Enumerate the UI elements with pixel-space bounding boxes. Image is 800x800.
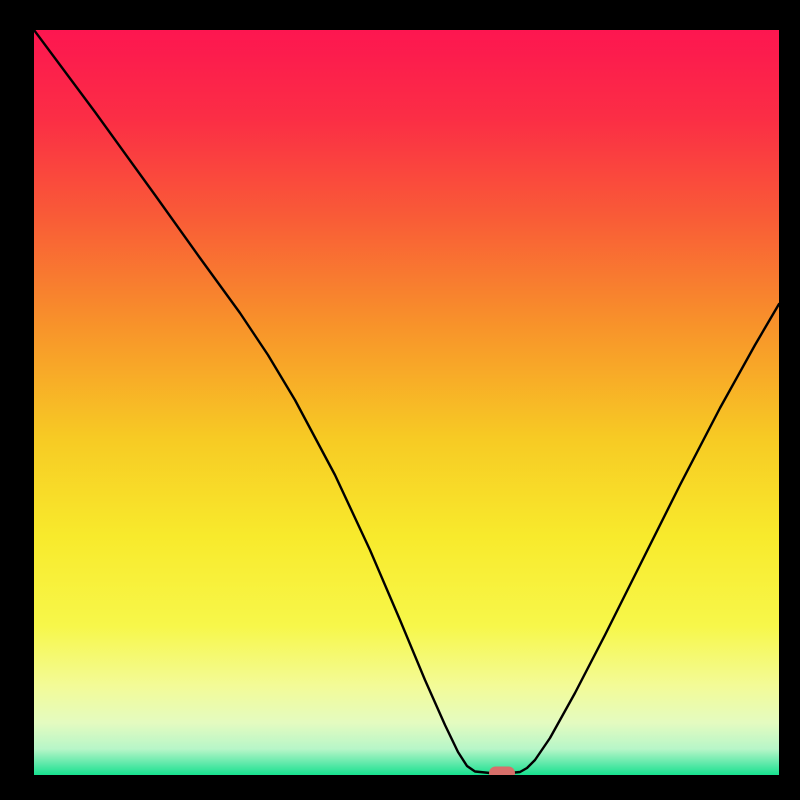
chart-svg [0,0,800,800]
bottleneck-chart: TheBottleneck.com [0,0,800,800]
plot-frame [0,0,800,30]
plot-frame [0,0,34,800]
plot-frame [779,0,800,800]
gradient-background [34,30,779,775]
plot-frame [0,775,800,800]
